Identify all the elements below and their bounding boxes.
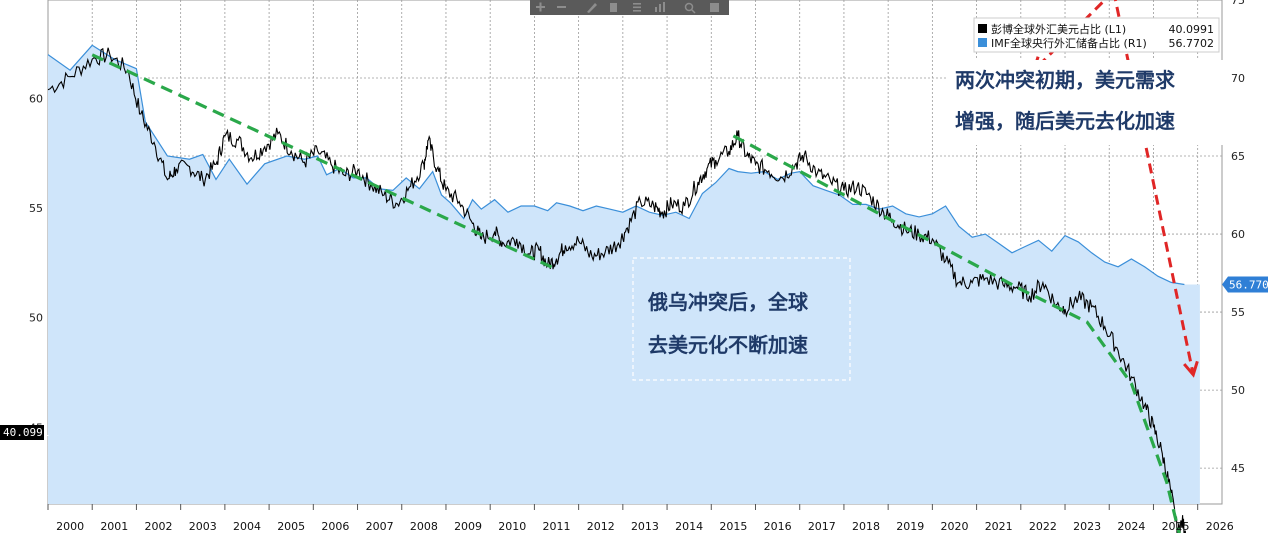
x-tick-label: 2013 <box>631 520 659 533</box>
last-value-left: 40.0991 <box>3 426 49 439</box>
x-tick-label: 2010 <box>498 520 526 533</box>
last-value-tag-left: 40.0991 <box>0 425 49 440</box>
x-tick-label: 2014 <box>675 520 703 533</box>
zoom-icon[interactable] <box>684 2 696 14</box>
settings-icon[interactable] <box>710 3 719 12</box>
x-tick-label: 2004 <box>233 520 261 533</box>
right-tick-label: 45 <box>1231 462 1245 475</box>
x-tick-label: 2016 <box>764 520 792 533</box>
chart-toolbar <box>530 0 729 15</box>
x-tick-label: 2003 <box>189 520 217 533</box>
x-tick-label: 2009 <box>454 520 482 533</box>
right-tick-label: 55 <box>1231 306 1245 319</box>
series-area-fill <box>48 45 1200 505</box>
x-tick-label: 2023 <box>1073 520 1101 533</box>
right-axis-ticks: 45 50 55 60 65 70 75 <box>1231 0 1245 475</box>
eraser-icon[interactable] <box>610 3 617 12</box>
x-tick-label: 2000 <box>56 520 84 533</box>
x-tick-label: 2007 <box>366 520 394 533</box>
legend-swatch-bloomberg <box>978 24 987 33</box>
left-tick-label: 50 <box>29 312 43 325</box>
left-tick-label: 55 <box>29 202 43 215</box>
right-tick-label: 65 <box>1231 150 1245 163</box>
x-tick-label: 2024 <box>1117 520 1145 533</box>
last-value-tag-right: 56.7702 <box>1222 276 1268 293</box>
x-tick-label: 2021 <box>985 520 1013 533</box>
x-tick-label: 2002 <box>145 520 173 533</box>
right-tick-label: 70 <box>1231 72 1245 85</box>
x-tick-label: 2006 <box>321 520 349 533</box>
arrow-head-2 <box>1183 360 1199 378</box>
x-tick-label: 2001 <box>100 520 128 533</box>
x-tick-label: 2012 <box>587 520 615 533</box>
legend-label-bloomberg: 彭博全球外汇美元占比 (L1) <box>991 22 1126 36</box>
trendlines <box>91 53 1181 533</box>
x-tick-label: 2015 <box>719 520 747 533</box>
legend-value-imf: 56.7702 <box>1169 37 1215 50</box>
legend-value-bloomberg: 40.0991 <box>1169 23 1215 36</box>
left-tick-label: 60 <box>29 93 43 106</box>
annotation-conflict-demand: 两次冲突初期，美元需求 增强，随后美元去化加速 <box>947 60 1225 145</box>
trendline-1 <box>91 53 553 269</box>
annotation-2-line-2: 去美元化不断加速 <box>648 333 808 357</box>
arrow-line-2 <box>1113 0 1195 376</box>
x-tick-label: 2020 <box>940 520 968 533</box>
x-tick-label: 2019 <box>896 520 924 533</box>
legend-swatch-imf <box>978 38 987 47</box>
legend-label-imf: IMF全球央行外汇储备占比 (R1) <box>991 36 1147 50</box>
series-line-bloomberg <box>47 47 1186 533</box>
x-tick-label: 2005 <box>277 520 305 533</box>
last-value-right: 56.7702 <box>1229 278 1268 291</box>
x-tick-label: 2017 <box>808 520 836 533</box>
bar-icon[interactable] <box>655 2 665 12</box>
x-axis-ticks: 2000 2001 2002 2003 2004 2005 2006 2007 2008 2009… <box>47 504 1234 533</box>
pencil-icon[interactable] <box>587 3 597 13</box>
right-tick-label: 50 <box>1231 384 1245 397</box>
x-tick-label: 2008 <box>410 520 438 533</box>
legend: 彭博全球外汇美元占比 (L1) 40.0991 IMF全球央行外汇储备占比 (R… <box>973 17 1220 53</box>
x-tick-label: 2026 <box>1206 520 1234 533</box>
plus-icon[interactable] <box>536 2 545 12</box>
x-tick-label: 2022 <box>1029 520 1057 533</box>
list-icon[interactable] <box>633 3 641 12</box>
trendline-2 <box>732 134 1181 533</box>
annotation-2-line-1: 俄乌冲突后，全球 <box>647 290 809 314</box>
x-tick-label: 2018 <box>852 520 880 533</box>
x-tick-label: 2011 <box>543 520 571 533</box>
annotation-1-line-1: 两次冲突初期，美元需求 <box>955 68 1176 92</box>
x-tick-label: 2025 <box>1162 520 1190 533</box>
annotation-de-dollarization: 俄乌冲突后，全球 去美元化不断加速 <box>632 257 851 381</box>
minus-icon[interactable] <box>557 6 566 8</box>
right-tick-label: 60 <box>1231 228 1245 241</box>
annotation-1-line-2: 增强，随后美元去化加速 <box>955 109 1175 133</box>
right-tick-label: 75 <box>1231 0 1245 7</box>
